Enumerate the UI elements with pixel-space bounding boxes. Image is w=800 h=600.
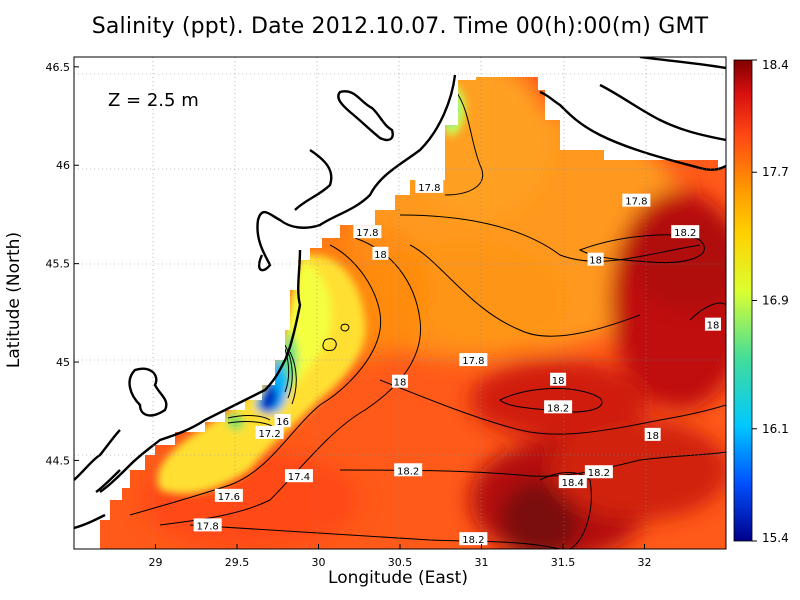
contour-label-bg — [284, 469, 313, 483]
contour-label: 17.8 — [625, 197, 647, 208]
x-tick-label: 31 — [475, 556, 489, 569]
contour-label-bg — [255, 425, 284, 439]
contour-label-bg — [644, 427, 661, 441]
contour-label: 17.2 — [258, 429, 280, 440]
contour-label-bg — [415, 179, 444, 193]
contour-label: 18.2 — [397, 466, 419, 477]
depth-label: Z = 2.5 m — [108, 90, 199, 111]
y-axis-ticks: 44.5 45 45.5 46 46.5 — [46, 61, 79, 467]
contour-label-bg — [392, 374, 408, 388]
contour-label-bg — [394, 463, 423, 477]
contour-label: 18.2 — [462, 535, 484, 546]
y-tick-label: 46 — [56, 159, 70, 172]
contour-label-bg — [587, 252, 604, 266]
colorbar-tick-label: 17.7 — [762, 165, 789, 179]
contour-label: 16 — [276, 417, 289, 428]
contour-label: 17.8 — [197, 521, 219, 532]
contour-label: 18.4 — [562, 478, 584, 489]
contour-label-bg — [214, 488, 243, 502]
x-axis-ticks: 29 29.5 30 30.5 31 31.5 32 — [149, 544, 652, 569]
y-axis-label: Latitude (North) — [4, 231, 24, 369]
colorbar-tick-label: 16.1 — [762, 422, 789, 436]
contour-label: 18.2 — [547, 403, 569, 414]
colorbar-ticks: 15.4 16.1 16.9 17.7 18.4 — [752, 58, 789, 545]
grid-lines — [74, 57, 726, 549]
contour-label: 18 — [374, 250, 387, 261]
x-tick-label: 29 — [149, 556, 163, 569]
colorbar-tick-label: 15.4 — [762, 531, 789, 545]
y-tick-label: 44.5 — [46, 454, 71, 467]
contour-label-bg — [353, 225, 382, 239]
contour-label-bg — [704, 317, 721, 331]
colorbar: 15.4 16.1 16.9 17.7 18.4 — [733, 58, 789, 545]
contour-label: 17.8 — [462, 356, 484, 367]
contour-label-bg — [622, 193, 651, 207]
colorbar-scale — [733, 59, 753, 542]
contour-label: 18 — [552, 376, 565, 387]
x-axis-label: Longitude (East) — [328, 568, 468, 588]
colorbar-tick-label: 16.9 — [762, 294, 789, 308]
contour-label-bg — [558, 475, 587, 489]
contour-label: 18.2 — [674, 228, 696, 239]
contour-label-bg — [274, 414, 291, 428]
y-tick-label: 45.5 — [46, 258, 71, 271]
x-tick-label: 30 — [312, 556, 326, 569]
contour-label-bg — [671, 225, 700, 239]
contour-label: 18.2 — [588, 468, 610, 479]
contour-label: 17.8 — [418, 183, 440, 194]
y-tick-label: 45 — [56, 356, 70, 369]
contour-label: 18 — [394, 378, 407, 389]
contour-label: 18 — [589, 256, 602, 267]
y-tick-label: 46.5 — [46, 61, 71, 74]
contour-label: 18 — [646, 431, 659, 442]
contour-label-bg — [544, 400, 573, 414]
x-tick-label: 31.5 — [551, 556, 576, 569]
chart-title: Salinity (ppt). Date 2012.10.07. Time 00… — [91, 14, 709, 39]
contour-label-bg — [584, 465, 613, 479]
x-tick-label: 29.5 — [225, 556, 250, 569]
contour-label-bg — [459, 353, 488, 367]
colorbar-tick-label: 18.4 — [762, 58, 789, 72]
contour-label: 17.6 — [218, 492, 240, 503]
contour-label-bg — [372, 246, 389, 260]
contour-label: 18 — [707, 321, 720, 332]
x-tick-label: 30.5 — [388, 556, 413, 569]
x-tick-label: 32 — [638, 556, 652, 569]
contour-label-bg — [459, 532, 488, 546]
contour-label: 17.4 — [288, 472, 310, 483]
contour-label-bg — [193, 518, 222, 532]
contour-label-bg — [550, 372, 567, 386]
contour-label: 17.8 — [356, 228, 378, 239]
